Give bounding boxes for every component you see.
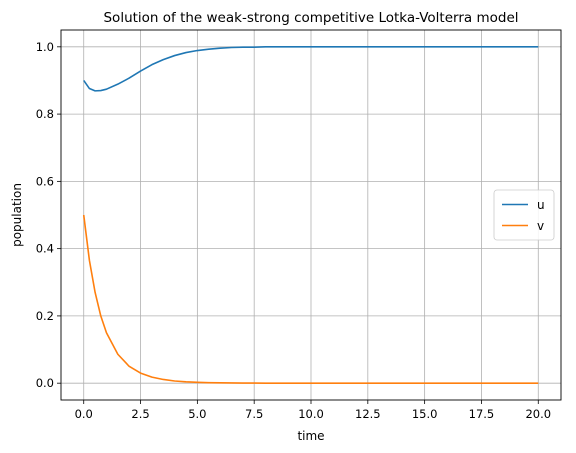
legend: uv <box>493 189 555 241</box>
x-tick-label: 20.0 <box>525 407 551 421</box>
chart-title: Solution of the weak-strong competitive … <box>103 10 518 26</box>
x-tick-label: 15.0 <box>412 407 438 421</box>
x-tick-label: 2.5 <box>131 407 149 421</box>
x-tick-label: 5.0 <box>188 407 206 421</box>
x-tick-label: 12.5 <box>355 407 381 421</box>
legend-label-v: v <box>537 219 544 233</box>
x-tick-label: 7.5 <box>245 407 263 421</box>
x-axis-ticks: 0.0 2.5 5.0 7.5 10.0 12.5 15.0 17.5 20.0 <box>75 400 551 421</box>
y-axis-ticks: 0.0 0.2 0.4 0.6 0.8 1.0 <box>36 40 61 390</box>
y-tick-label: 0.4 <box>36 242 54 256</box>
x-axis-label: time <box>297 429 324 443</box>
x-tick-label: 17.5 <box>469 407 495 421</box>
series-lines <box>82 46 539 384</box>
y-tick-label: 0.6 <box>36 174 54 188</box>
y-tick-label: 1.0 <box>36 40 54 54</box>
series-line-u <box>83 46 539 92</box>
y-axis-label: population <box>10 183 24 247</box>
grid <box>61 30 561 400</box>
legend-label-u: u <box>537 198 545 212</box>
y-tick-label: 0.2 <box>36 309 54 323</box>
legend-box <box>493 189 555 241</box>
y-tick-label: 0.8 <box>36 107 54 121</box>
y-tick-label: 0.0 <box>36 376 54 390</box>
x-tick-label: 0.0 <box>75 407 93 421</box>
x-tick-label: 10.0 <box>298 407 324 421</box>
series-line-v <box>82 214 539 384</box>
